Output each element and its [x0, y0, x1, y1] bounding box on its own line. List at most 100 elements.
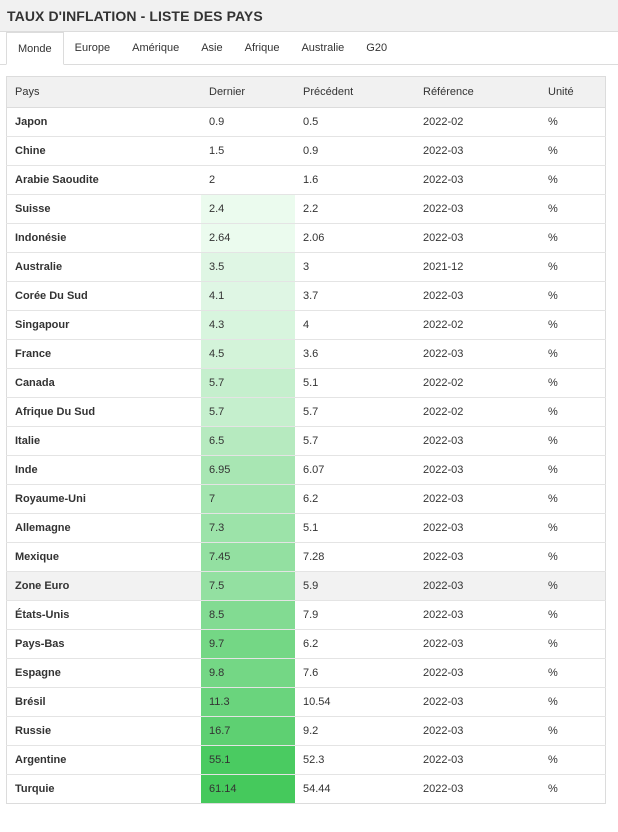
header-previous[interactable]: Précédent — [295, 76, 415, 108]
unit-cell: % — [540, 513, 606, 543]
table-row[interactable]: Allemagne 7.3 5.1 2022-03% — [6, 513, 606, 543]
inflation-table: Pays Dernier Précédent Référence Unité J… — [6, 76, 606, 804]
country-cell[interactable]: Inde — [6, 455, 201, 485]
country-cell[interactable]: France — [6, 339, 201, 369]
reference-cell: 2022-03 — [415, 339, 540, 369]
tab-monde[interactable]: Monde — [6, 32, 64, 65]
table-row[interactable]: Indonésie 2.64 2.06 2022-03% — [6, 223, 606, 253]
table-row[interactable]: Corée Du Sud 4.1 3.7 2022-03% — [6, 281, 606, 311]
table-row[interactable]: Pays-Bas 9.7 6.2 2022-03% — [6, 629, 606, 659]
country-cell[interactable]: Chine — [6, 136, 201, 166]
table-row[interactable]: Arabie Saoudite 2 1.6 2022-03% — [6, 165, 606, 195]
country-cell[interactable]: Australie — [6, 252, 201, 282]
reference-cell: 2022-02 — [415, 310, 540, 340]
latest-cell: 9.7 — [201, 629, 295, 659]
table-row[interactable]: Inde 6.95 6.07 2022-03% — [6, 455, 606, 485]
reference-cell: 2022-03 — [415, 484, 540, 514]
table-row[interactable]: Brésil 11.3 10.54 2022-03% — [6, 687, 606, 717]
previous-cell: 7.9 — [295, 600, 415, 630]
country-cell[interactable]: États-Unis — [6, 600, 201, 630]
table-row[interactable]: Suisse 2.4 2.2 2022-03% — [6, 194, 606, 224]
country-cell[interactable]: Singapour — [6, 310, 201, 340]
country-cell[interactable]: Afrique Du Sud — [6, 397, 201, 427]
latest-cell: 55.1 — [201, 745, 295, 775]
previous-cell: 3 — [295, 252, 415, 282]
header-reference[interactable]: Référence — [415, 76, 540, 108]
country-cell[interactable]: Brésil — [6, 687, 201, 717]
table-header-row: Pays Dernier Précédent Référence Unité — [6, 76, 606, 108]
country-cell[interactable]: Arabie Saoudite — [6, 165, 201, 195]
reference-cell: 2022-03 — [415, 223, 540, 253]
latest-cell: 6.95 — [201, 455, 295, 485]
header-unit[interactable]: Unité — [540, 76, 606, 108]
previous-cell: 5.9 — [295, 571, 415, 601]
latest-cell: 7 — [201, 484, 295, 514]
title-bar: TAUX D'INFLATION - LISTE DES PAYS — [0, 0, 618, 32]
table-row[interactable]: Japon 0.9 0.5 2022-02% — [7, 108, 606, 137]
page-title: TAUX D'INFLATION - LISTE DES PAYS — [7, 7, 263, 24]
unit-cell: % — [540, 136, 606, 166]
country-cell[interactable]: Indonésie — [6, 223, 201, 253]
tab-amerique[interactable]: Amérique — [132, 42, 180, 54]
table-row[interactable]: Turquie 61.14 54.44 2022-03% — [6, 774, 606, 804]
table-row[interactable]: Argentine 55.1 52.3 2022-03% — [6, 745, 606, 775]
previous-cell: 1.6 — [295, 165, 415, 195]
table-row[interactable]: Russie 16.7 9.2 2022-03% — [6, 716, 606, 746]
tab-asie[interactable]: Asie — [201, 42, 223, 54]
previous-cell: 3.7 — [295, 281, 415, 311]
unit-cell: % — [540, 281, 606, 311]
header-country[interactable]: Pays — [6, 76, 201, 108]
reference-cell: 2022-02 — [415, 397, 540, 427]
latest-cell: 6.5 — [201, 426, 295, 456]
tab-europe[interactable]: Europe — [74, 42, 111, 54]
previous-cell: 0.5 — [303, 116, 319, 128]
table-row[interactable]: Mexique 7.45 7.28 2022-03% — [6, 542, 606, 572]
table-row[interactable]: Afrique Du Sud 5.7 5.7 2022-02% — [6, 397, 606, 427]
tab-afrique[interactable]: Afrique — [244, 42, 280, 54]
country-cell[interactable]: Italie — [6, 426, 201, 456]
country-cell[interactable]: Pays-Bas — [6, 629, 201, 659]
table-row[interactable]: Espagne 9.8 7.6 2022-03% — [6, 658, 606, 688]
table-row[interactable]: Royaume-Uni 7 6.2 2022-03% — [6, 484, 606, 514]
latest-cell: 1.5 — [201, 136, 295, 166]
latest-cell: 61.14 — [201, 774, 295, 804]
table-row[interactable]: France 4.5 3.6 2022-03% — [6, 339, 606, 369]
unit-cell: % — [540, 252, 606, 282]
reference-cell: 2022-03 — [415, 513, 540, 543]
table-row[interactable]: Chine 1.5 0.9 2022-03% — [6, 136, 606, 166]
header-latest[interactable]: Dernier — [201, 76, 295, 108]
country-cell[interactable]: Allemagne — [6, 513, 201, 543]
unit-cell: % — [540, 455, 606, 485]
table-row[interactable]: Italie 6.5 5.7 2022-03% — [6, 426, 606, 456]
previous-cell: 7.28 — [295, 542, 415, 572]
country-cell[interactable]: Mexique — [6, 542, 201, 572]
tab-g20[interactable]: G20 — [366, 42, 388, 54]
latest-cell: 0.9 — [209, 116, 225, 128]
table-row[interactable]: États-Unis 8.5 7.9 2022-03% — [6, 600, 606, 630]
country-cell[interactable]: Suisse — [6, 194, 201, 224]
unit-cell: % — [540, 223, 606, 253]
table-row[interactable]: Zone Euro 7.5 5.9 2022-03% — [6, 571, 606, 601]
unit-cell: % — [540, 542, 606, 572]
reference-cell: 2022-03 — [415, 658, 540, 688]
reference-cell: 2022-03 — [415, 426, 540, 456]
country-cell[interactable]: Turquie — [6, 774, 201, 804]
table-row[interactable]: Australie 3.5 3 2021-12% — [6, 252, 606, 282]
unit-cell: % — [540, 194, 606, 224]
unit-cell: % — [540, 658, 606, 688]
previous-cell: 5.7 — [295, 397, 415, 427]
country-cell[interactable]: Espagne — [6, 658, 201, 688]
country-cell[interactable]: Royaume-Uni — [6, 484, 201, 514]
table-row[interactable]: Singapour 4.3 4 2022-02% — [6, 310, 606, 340]
country-cell[interactable]: Russie — [6, 716, 201, 746]
country-cell[interactable]: Japon — [15, 116, 48, 128]
country-cell[interactable]: Zone Euro — [6, 571, 201, 601]
table-row[interactable]: Canada 5.7 5.1 2022-02% — [6, 368, 606, 398]
previous-cell: 54.44 — [295, 774, 415, 804]
country-cell[interactable]: Corée Du Sud — [6, 281, 201, 311]
reference-cell: 2022-03 — [415, 281, 540, 311]
country-cell[interactable]: Argentine — [6, 745, 201, 775]
country-cell[interactable]: Canada — [6, 368, 201, 398]
tab-australie[interactable]: Australie — [301, 42, 345, 54]
reference-cell: 2022-03 — [415, 571, 540, 601]
